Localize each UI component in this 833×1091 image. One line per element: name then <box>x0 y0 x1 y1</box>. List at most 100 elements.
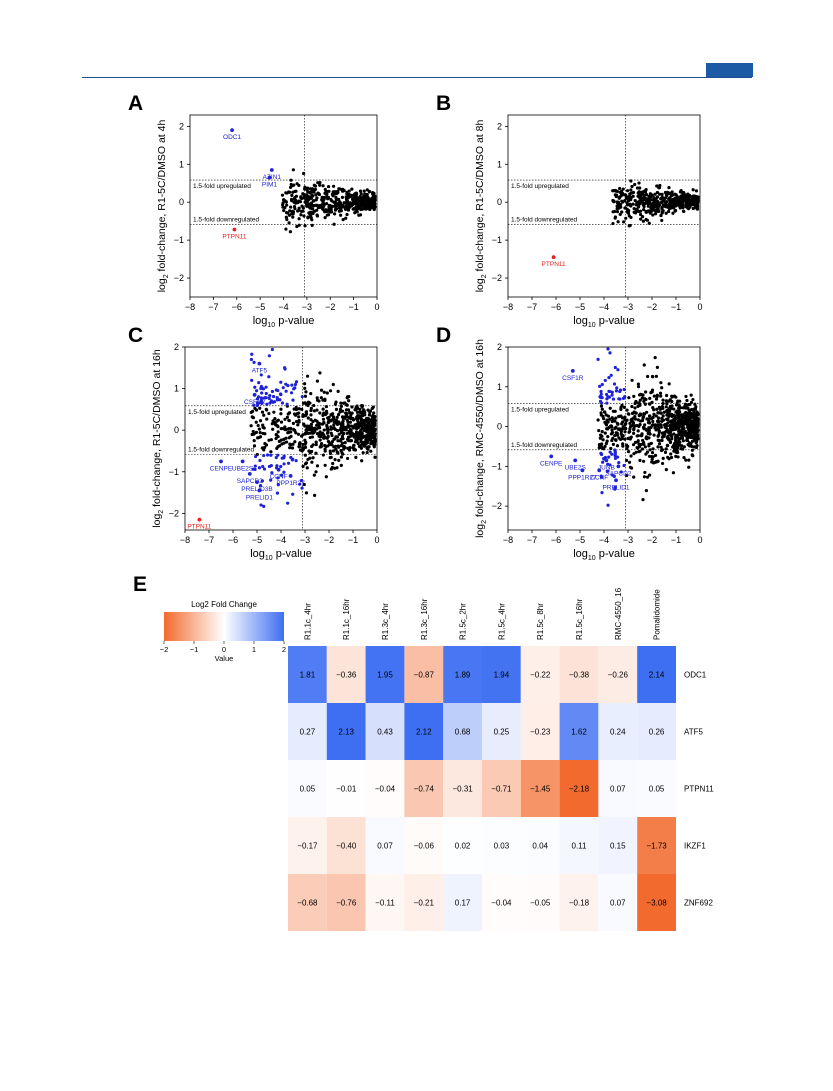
data-point <box>309 392 313 396</box>
data-point <box>605 401 609 405</box>
data-point <box>633 440 638 445</box>
data-point <box>653 423 658 427</box>
data-point <box>284 440 289 444</box>
data-point <box>260 391 264 395</box>
data-point <box>613 365 617 370</box>
data-point <box>613 419 617 423</box>
data-point <box>602 457 606 461</box>
data-point <box>680 436 685 440</box>
data-point <box>321 417 326 421</box>
data-point <box>305 424 309 428</box>
heatmap-value: 1.95 <box>377 671 393 680</box>
data-point <box>647 442 651 446</box>
data-point <box>311 199 315 203</box>
legend-title: Log2 Fold Change <box>191 600 257 609</box>
data-point <box>666 417 670 421</box>
data-point <box>264 391 268 396</box>
data-point <box>253 467 257 471</box>
data-point <box>665 193 669 197</box>
data-point <box>265 417 269 421</box>
data-point <box>340 189 345 193</box>
data-point <box>681 209 686 213</box>
data-point <box>341 419 345 423</box>
data-point <box>323 398 327 402</box>
data-point <box>603 378 607 383</box>
data-point <box>622 463 626 468</box>
heatmap-value: −0.06 <box>414 842 435 851</box>
data-point <box>632 475 636 479</box>
heatmap-value: 0.07 <box>610 785 626 794</box>
data-point <box>346 437 350 441</box>
data-point <box>637 205 641 209</box>
data-point <box>655 407 659 411</box>
heatmap-value: 2.13 <box>338 728 354 737</box>
data-point <box>308 191 312 195</box>
point-label: PTPN11 <box>187 524 211 531</box>
data-point <box>297 223 301 227</box>
data-point <box>352 443 356 447</box>
heatmap-value: −0.68 <box>297 899 318 908</box>
data-point <box>258 458 262 463</box>
highlighted-point <box>551 255 556 260</box>
heatmap-value: 0.27 <box>300 728 316 737</box>
data-point <box>301 413 305 417</box>
data-point <box>260 479 264 483</box>
heatmap-cell <box>443 874 482 931</box>
data-point <box>670 394 674 398</box>
data-point <box>333 458 337 462</box>
heatmap-value: 0.05 <box>649 785 665 794</box>
data-point <box>613 485 617 489</box>
data-point <box>366 196 370 200</box>
data-point <box>345 431 349 435</box>
data-point <box>618 397 622 401</box>
data-point <box>352 426 356 430</box>
y-axis-label: log2 fold-change, R1-5C/DMSO at 16h <box>151 349 165 528</box>
y-tick-label: −1 <box>174 235 184 245</box>
data-point <box>654 428 658 432</box>
data-point <box>671 211 675 215</box>
y-tick-label: 1 <box>179 159 184 169</box>
data-point <box>669 452 673 456</box>
data-point <box>349 424 354 428</box>
data-point <box>674 437 678 441</box>
data-point <box>348 431 353 436</box>
data-point <box>326 197 330 201</box>
data-point <box>261 431 265 436</box>
heatmap-value: 2.12 <box>416 728 432 737</box>
data-point <box>599 392 603 396</box>
data-point <box>300 395 304 399</box>
data-point <box>345 212 349 217</box>
x-tick-label: −3 <box>302 302 312 312</box>
data-point <box>301 401 306 405</box>
data-point <box>310 218 314 222</box>
data-point <box>253 385 257 389</box>
data-point <box>689 197 693 201</box>
data-point <box>333 208 338 212</box>
data-point <box>269 453 273 457</box>
panel-label-e: E <box>133 573 147 596</box>
data-point <box>303 424 307 428</box>
data-point <box>359 192 363 196</box>
x-tick-label: −5 <box>255 302 265 312</box>
data-point <box>350 416 355 421</box>
data-point <box>258 419 263 423</box>
point-label: CENPE <box>540 460 563 467</box>
data-point <box>680 444 684 448</box>
data-point <box>669 455 674 460</box>
data-point <box>681 193 685 197</box>
data-point <box>352 434 356 438</box>
data-point <box>624 458 629 463</box>
data-point <box>359 443 363 447</box>
data-point <box>289 182 293 187</box>
x-tick-label: −2 <box>325 302 335 312</box>
data-point <box>336 439 340 443</box>
x-tick-label: −5 <box>575 302 585 312</box>
data-point <box>623 423 627 427</box>
data-point <box>656 426 661 430</box>
data-point <box>628 424 633 429</box>
data-point <box>690 414 695 418</box>
data-point <box>633 406 637 410</box>
data-point <box>321 453 325 457</box>
heatmap-cell <box>482 703 521 760</box>
data-point <box>620 210 624 214</box>
